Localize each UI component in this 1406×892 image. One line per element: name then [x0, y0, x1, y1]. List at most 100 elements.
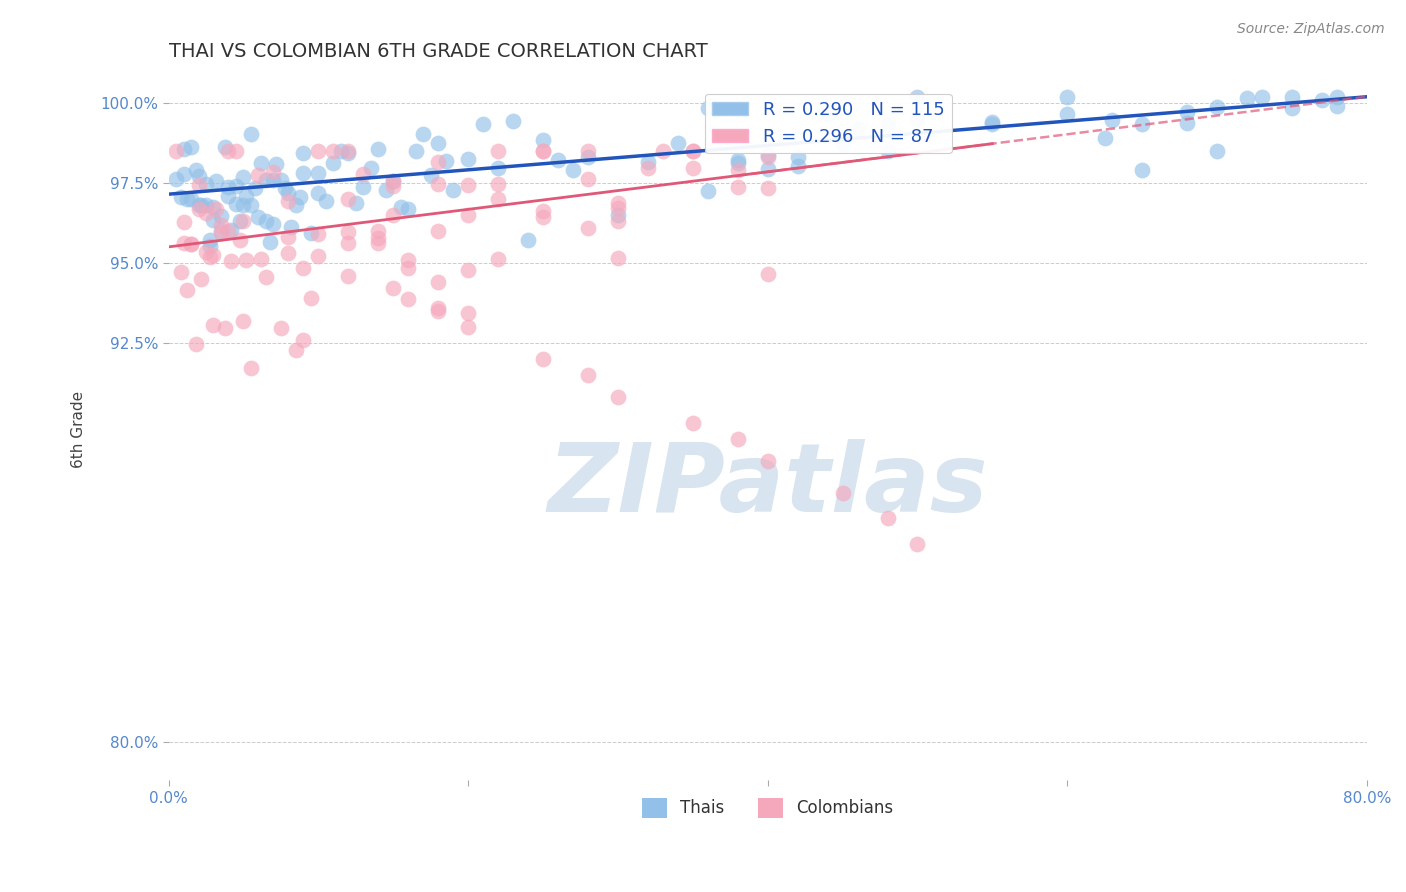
- Point: [209, 226, 232, 240]
- Point: [907, 89, 929, 103]
- Point: [382, 281, 405, 295]
- Point: [254, 173, 277, 187]
- Text: ZIPatlas: ZIPatlas: [547, 439, 988, 532]
- Point: [187, 178, 209, 192]
- Point: [727, 156, 749, 170]
- Point: [184, 162, 207, 177]
- Point: [1236, 91, 1258, 105]
- Point: [195, 206, 218, 220]
- Point: [576, 221, 599, 235]
- Point: [1130, 118, 1153, 132]
- Point: [169, 190, 191, 204]
- Point: [337, 192, 360, 206]
- Point: [292, 261, 315, 276]
- Point: [176, 193, 198, 207]
- Point: [756, 148, 779, 162]
- Point: [547, 153, 569, 167]
- Point: [262, 217, 284, 231]
- Point: [457, 153, 479, 167]
- Point: [756, 454, 779, 468]
- Point: [696, 184, 718, 198]
- Point: [427, 178, 450, 192]
- Point: [831, 136, 853, 151]
- Point: [277, 194, 299, 208]
- Point: [266, 157, 288, 171]
- Point: [262, 173, 284, 187]
- Point: [337, 145, 360, 160]
- Point: [876, 144, 898, 158]
- Point: [457, 208, 479, 222]
- Point: [292, 166, 315, 180]
- Point: [651, 144, 673, 158]
- Point: [441, 183, 464, 197]
- Point: [352, 180, 374, 194]
- Point: [284, 197, 307, 211]
- Point: [205, 174, 228, 188]
- Point: [180, 192, 202, 206]
- Point: [576, 368, 599, 382]
- Point: [180, 237, 202, 252]
- Point: [221, 223, 243, 237]
- Point: [1281, 101, 1303, 115]
- Point: [682, 144, 704, 158]
- Point: [396, 293, 419, 307]
- Point: [232, 314, 254, 328]
- Point: [322, 156, 344, 170]
- Point: [606, 252, 628, 266]
- Point: [173, 214, 195, 228]
- Point: [531, 351, 554, 366]
- Point: [562, 162, 585, 177]
- Point: [756, 161, 779, 176]
- Point: [209, 223, 232, 237]
- Point: [531, 144, 554, 158]
- Point: [195, 245, 218, 260]
- Text: Source: ZipAtlas.com: Source: ZipAtlas.com: [1237, 22, 1385, 37]
- Point: [427, 301, 450, 315]
- Point: [1101, 112, 1123, 127]
- Point: [307, 166, 329, 180]
- Point: [315, 194, 337, 208]
- Point: [907, 112, 929, 126]
- Point: [831, 485, 853, 500]
- Point: [637, 161, 659, 175]
- Point: [486, 177, 509, 191]
- Point: [1326, 99, 1348, 113]
- Point: [270, 320, 292, 334]
- Point: [217, 144, 239, 158]
- Point: [187, 198, 209, 212]
- Point: [299, 291, 322, 305]
- Point: [180, 140, 202, 154]
- Point: [299, 227, 322, 241]
- Point: [329, 144, 352, 158]
- Point: [232, 170, 254, 185]
- Point: [307, 144, 329, 158]
- Point: [727, 162, 749, 177]
- Point: [245, 180, 267, 194]
- Point: [254, 270, 277, 285]
- Point: [209, 209, 232, 223]
- Point: [195, 177, 218, 191]
- Point: [209, 218, 232, 232]
- Point: [202, 248, 225, 262]
- Point: [235, 253, 257, 268]
- Point: [576, 172, 599, 186]
- Point: [727, 432, 749, 446]
- Point: [235, 189, 257, 203]
- Point: [176, 283, 198, 297]
- Point: [531, 133, 554, 147]
- Point: [427, 275, 450, 289]
- Point: [606, 208, 628, 222]
- Point: [486, 252, 509, 266]
- Point: [250, 156, 273, 170]
- Point: [262, 165, 284, 179]
- Y-axis label: 6th Grade: 6th Grade: [72, 391, 86, 467]
- Point: [292, 145, 315, 160]
- Text: THAI VS COLOMBIAN 6TH GRADE CORRELATION CHART: THAI VS COLOMBIAN 6TH GRADE CORRELATION …: [169, 42, 707, 61]
- Point: [344, 196, 367, 211]
- Point: [396, 253, 419, 268]
- Point: [606, 390, 628, 404]
- Point: [190, 271, 212, 285]
- Point: [367, 224, 389, 238]
- Point: [292, 333, 315, 347]
- Point: [502, 114, 524, 128]
